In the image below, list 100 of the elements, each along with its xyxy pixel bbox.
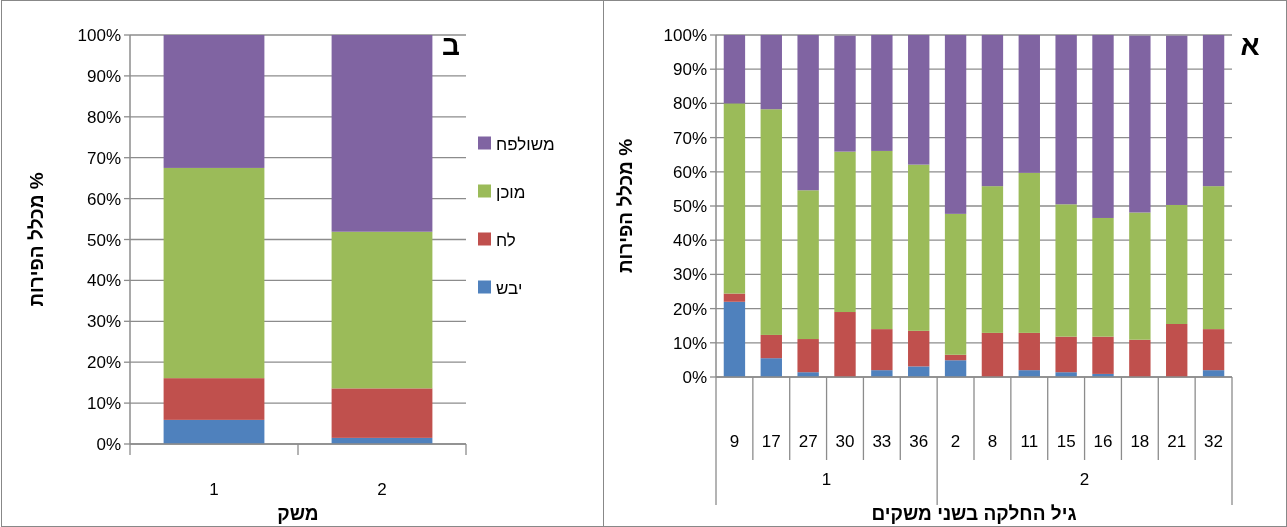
- bar: [908, 330, 930, 367]
- bar: [760, 358, 782, 377]
- bar: [163, 419, 265, 444]
- x-tick-label: 16: [1093, 432, 1113, 451]
- bar: [1018, 172, 1040, 333]
- x-axis-title: גיל החלקה בשני משקים: [871, 503, 1077, 524]
- x-tick-label: 32: [1204, 432, 1224, 451]
- bar: [944, 35, 967, 214]
- bar: [834, 35, 856, 152]
- bar: [944, 360, 967, 377]
- bar: [1129, 35, 1151, 213]
- y-tick-label: 80%: [86, 107, 121, 127]
- bar: [163, 378, 265, 420]
- bar: [797, 35, 819, 191]
- bar: [908, 35, 930, 165]
- bar: [1166, 35, 1188, 205]
- bar: [944, 213, 967, 355]
- title: א: [1240, 30, 1260, 61]
- x-tick-label: 2: [950, 432, 961, 451]
- bar: [1166, 323, 1188, 377]
- y-tick-label: 60%: [672, 162, 707, 182]
- y-tick-label: 20%: [86, 353, 121, 373]
- bar: [834, 312, 856, 377]
- x-tick-label: 21: [1167, 432, 1187, 451]
- bar: [981, 186, 1004, 333]
- bar: [163, 167, 265, 379]
- y-tick-label: 80%: [672, 94, 707, 114]
- y-tick-label: 0%: [96, 435, 121, 454]
- bar: [1202, 35, 1225, 187]
- bar: [834, 151, 856, 313]
- y-tick-label: 40%: [672, 231, 707, 251]
- bar: [760, 109, 782, 335]
- bar: [871, 35, 893, 151]
- y-tick-label: 10%: [86, 394, 121, 414]
- bar: [760, 35, 782, 110]
- y-tick-label: 100%: [77, 26, 121, 45]
- bar: [331, 388, 433, 438]
- y-tick-label: 30%: [86, 312, 121, 332]
- bar: [1092, 35, 1114, 218]
- x-tick-label: 17: [761, 432, 781, 451]
- bar: [1092, 217, 1114, 337]
- y-tick-label: 10%: [672, 333, 707, 353]
- y-tick-label: 0%: [682, 368, 707, 387]
- x-tick-label: 15: [1056, 432, 1076, 451]
- x-tick-label: 9: [729, 432, 740, 451]
- bar: [1166, 204, 1188, 324]
- title: ב: [442, 30, 460, 61]
- bar: [331, 231, 433, 389]
- x-tick-label: 27: [798, 432, 818, 451]
- bar: [331, 35, 433, 232]
- y-tick-label: 50%: [86, 230, 121, 250]
- y-tick-label: 70%: [86, 148, 121, 168]
- bar: [1129, 339, 1151, 377]
- bar: [723, 301, 746, 377]
- y-tick-label: 70%: [672, 128, 707, 148]
- bar: [163, 35, 265, 168]
- y-tick-label: 20%: [672, 299, 707, 319]
- bar: [944, 354, 967, 361]
- y-tick-label: 40%: [86, 271, 121, 291]
- x-tick-label: 11: [1020, 432, 1039, 451]
- y-axis-title: % מכלל הפירות: [26, 172, 48, 307]
- bar: [1055, 35, 1077, 205]
- legend-label: מוכן: [496, 182, 526, 202]
- bar: [981, 332, 1004, 377]
- legend-label: יבש: [496, 278, 523, 298]
- y-tick-label: 60%: [86, 189, 121, 209]
- bar: [871, 370, 893, 377]
- bar: [723, 293, 746, 302]
- bar: [760, 334, 782, 359]
- bar: [1092, 336, 1114, 374]
- bar: [871, 329, 893, 371]
- bar: [1129, 212, 1151, 340]
- bar: [1202, 186, 1225, 330]
- bar: [981, 35, 1004, 187]
- bar: [871, 150, 893, 330]
- bar: [797, 339, 819, 373]
- x-tick-label: 30: [835, 432, 855, 451]
- y-tick-label: 90%: [672, 60, 707, 80]
- bar: [908, 164, 930, 331]
- bar: [723, 35, 746, 104]
- bar: [908, 366, 930, 377]
- bar: [723, 103, 746, 294]
- bar: [1018, 332, 1040, 371]
- x-tick-label: 36: [909, 432, 929, 451]
- y-axis-title: % מכלל הפירות: [615, 138, 637, 274]
- y-tick-label: 30%: [672, 265, 707, 285]
- x-tick-label: 18: [1130, 432, 1150, 451]
- legend-label: לח: [496, 230, 516, 250]
- x-tick-label: 33: [872, 432, 892, 451]
- x-tick-label: 8: [987, 432, 998, 451]
- bar: [1055, 204, 1077, 337]
- x-axis-title: משק: [277, 503, 319, 524]
- y-tick-label: 50%: [672, 197, 707, 216]
- bar: [1055, 336, 1077, 373]
- y-tick-label: 100%: [663, 26, 707, 45]
- bar: [797, 190, 819, 340]
- legend-label: משולפח: [496, 134, 555, 154]
- y-tick-label: 90%: [86, 66, 121, 86]
- bar: [1202, 329, 1225, 371]
- bar: [1018, 35, 1040, 173]
